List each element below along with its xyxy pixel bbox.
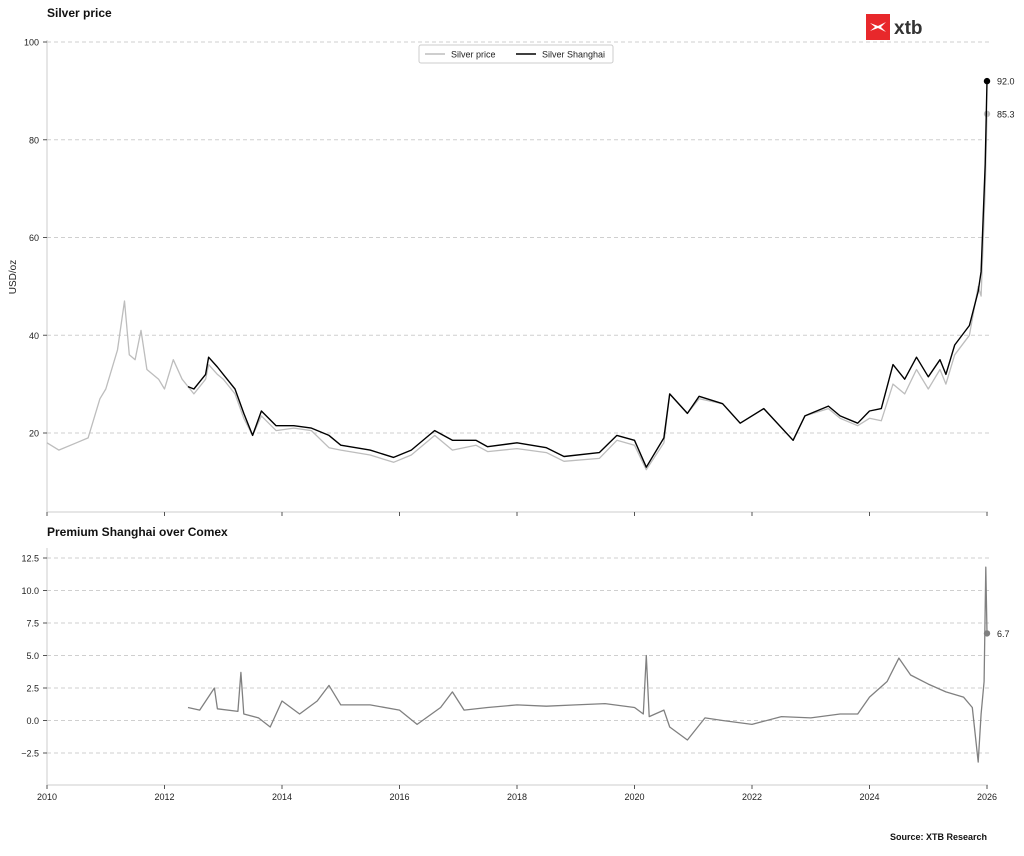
silver-price-line [46, 113, 988, 471]
bottom-x-tick-label: 2026 [977, 792, 997, 802]
top-y-tick-label: 100 [24, 38, 39, 48]
bottom-x-tick-label: 2012 [154, 792, 174, 802]
top-ticks: 20 40 60 80 100 [24, 38, 988, 516]
bottom-x-tick-label: 2018 [507, 792, 527, 802]
bottom-x-tick-label: 2020 [624, 792, 644, 802]
legend-label-silver-shanghai: Silver Shanghai [542, 50, 605, 60]
bottom-y-tick-label: 0.0 [26, 716, 39, 726]
bottom-x-tick-label: 2010 [37, 792, 57, 802]
top-y-tick-label: 20 [29, 429, 39, 439]
bottom-y-tick-label: 2.5 [26, 684, 39, 694]
top-panel-title: Silver price [47, 6, 112, 20]
bottom-y-tick-label: 10.0 [21, 586, 39, 596]
premium-end-marker [983, 630, 991, 637]
source-note: Source: XTB Research [890, 832, 987, 842]
bottom-gridlines [47, 557, 989, 754]
bottom-y-tick-label: −2.5 [21, 749, 39, 759]
silver-price-end-marker [983, 110, 991, 118]
bottom-x-tick-label: 2016 [389, 792, 409, 802]
bottom-x-tick-label: 2014 [272, 792, 292, 802]
bottom-y-tick-label: 12.5 [21, 554, 39, 564]
bottom-y-tick-label: 5.0 [26, 651, 39, 661]
bottom-panel-title: Premium Shanghai over Comex [47, 525, 228, 539]
top-y-tick-label: 80 [29, 135, 39, 145]
legend-label-silver-price: Silver price [451, 50, 496, 60]
top-gridlines [47, 41, 989, 434]
top-y-axis-label: USD/oz [8, 260, 19, 294]
bottom-y-tick-label: 7.5 [26, 619, 39, 629]
silver-shanghai-end-marker [983, 77, 991, 85]
legend: Silver price Silver Shanghai [418, 44, 614, 64]
silver-shanghai-end-label: 92.0 [997, 77, 1015, 87]
bottom-x-tick-label: 2024 [859, 792, 879, 802]
silver-price-end-label: 85.3 [997, 109, 1015, 119]
series-layer: 85.3 92.0 6.7 [46, 77, 1015, 763]
top-y-tick-label: 40 [29, 331, 39, 341]
bottom-ticks: −2.5 0.0 2.5 5.0 7.5 10.0 12.5 2010 2012 2014 2016… [21, 554, 997, 803]
silver-shanghai-line [187, 81, 988, 468]
premium-end-label: 6.7 [997, 629, 1010, 639]
top-y-tick-label: 60 [29, 233, 39, 243]
svg-text:xtb: xtb [894, 18, 923, 39]
bottom-x-tick-label: 2022 [742, 792, 762, 802]
premium-line [187, 566, 988, 763]
xtb-logo: xtb [866, 14, 923, 40]
